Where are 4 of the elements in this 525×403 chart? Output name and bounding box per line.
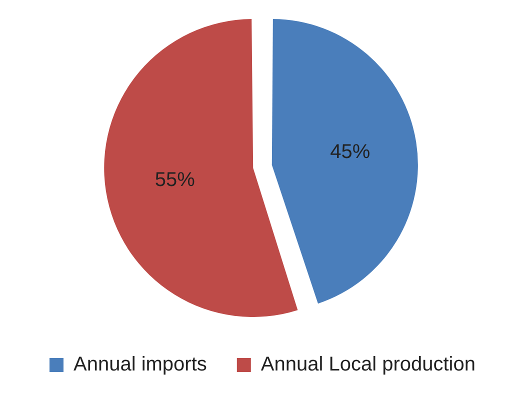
legend-label: Annual imports [74, 354, 207, 376]
legend-label: Annual Local production [260, 354, 476, 376]
data-label: 55% [154, 168, 196, 191]
data-label: 45% [330, 141, 370, 164]
